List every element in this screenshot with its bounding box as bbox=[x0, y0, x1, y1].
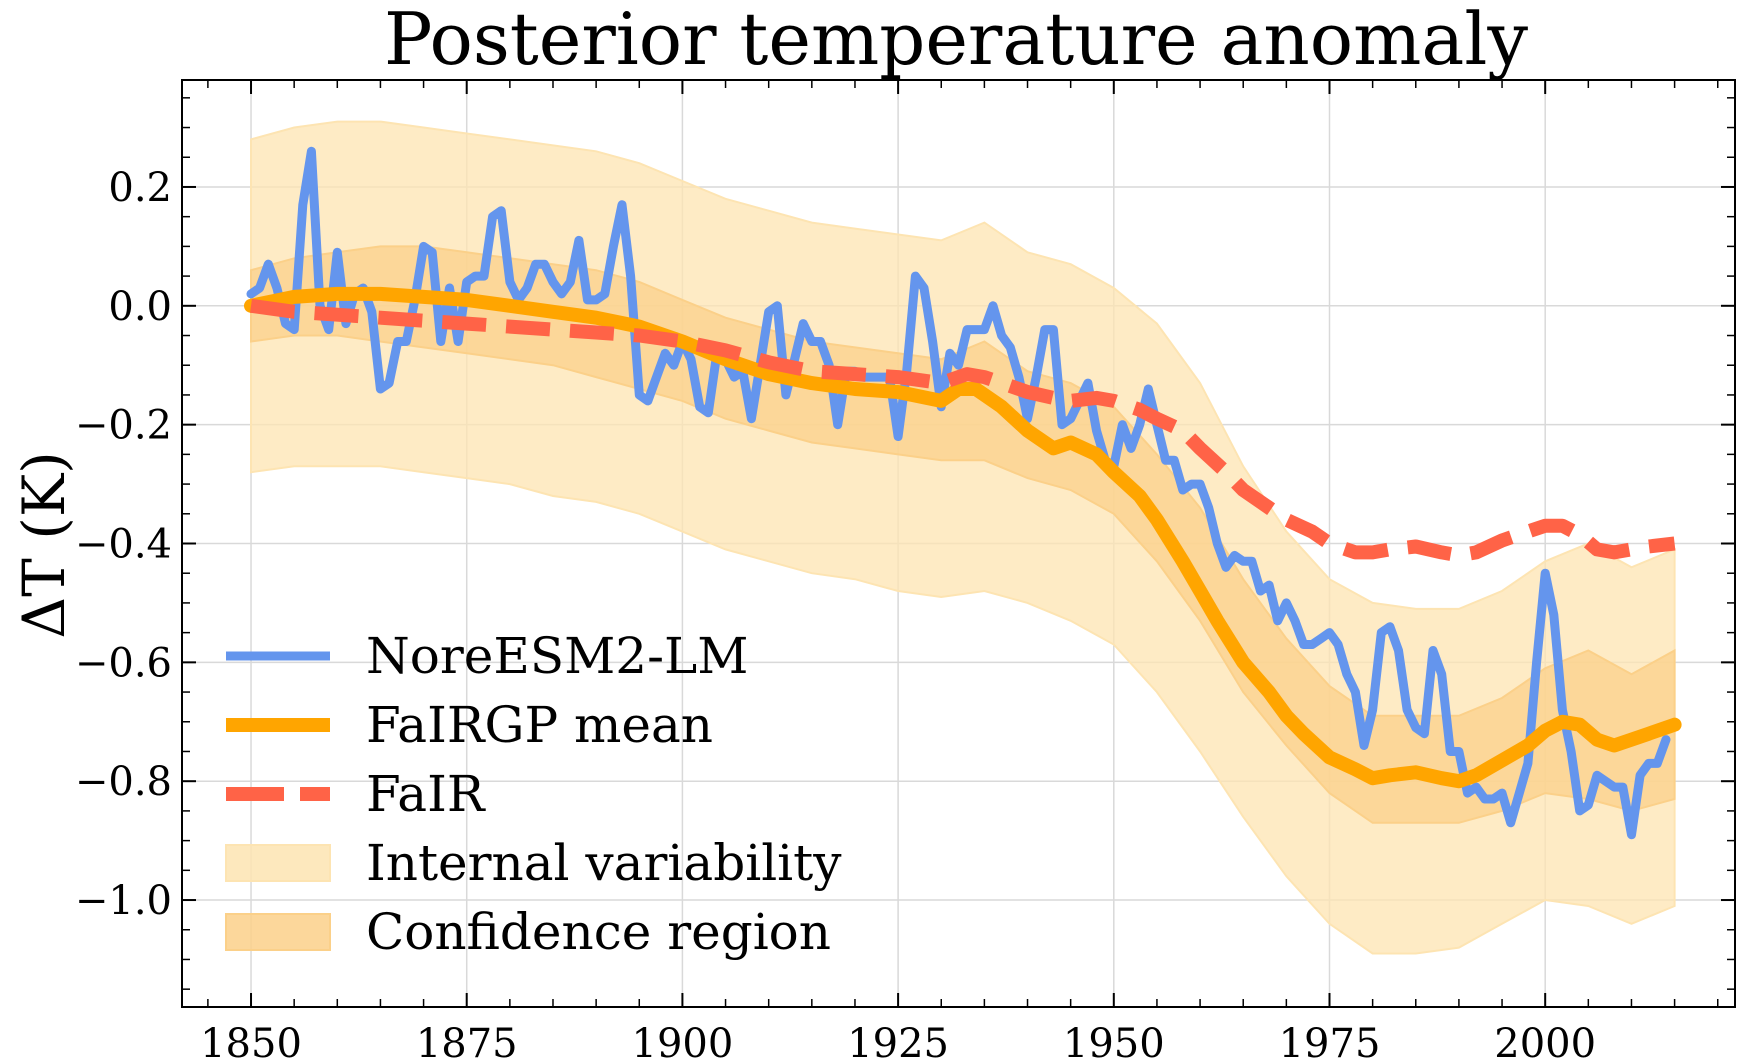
y-axis-label: ΔT (K) bbox=[10, 451, 78, 639]
legend-internal-variability-label: Internal variability bbox=[366, 834, 842, 892]
legend-noresm-label: NoreESM2-LM bbox=[366, 627, 748, 685]
y-tick-label: −1.0 bbox=[75, 878, 172, 924]
x-tick-label: 2000 bbox=[1494, 1021, 1596, 1063]
legend-fairgp-mean-label: FaIRGP mean bbox=[366, 696, 713, 754]
chart-title: Posterior temperature anomaly bbox=[384, 0, 1528, 81]
y-tick-label: −0.4 bbox=[75, 522, 172, 568]
x-tick-label: 1850 bbox=[200, 1021, 302, 1063]
noresm-line bbox=[246, 146, 1671, 840]
fair-line bbox=[250, 298, 1676, 563]
x-tick-label: 1925 bbox=[847, 1021, 949, 1063]
y-tick-label: −0.2 bbox=[75, 403, 172, 449]
x-tick-label: 1875 bbox=[416, 1021, 518, 1063]
legend-confidence-region-label: Confidence region bbox=[366, 903, 831, 961]
fairgp-mean-line bbox=[244, 286, 1682, 789]
x-tick-label: 1900 bbox=[632, 1021, 734, 1063]
legend: NoreESM2-LM FaIRGP mean FaIR Internal varia… bbox=[225, 627, 842, 961]
legend-fair-label: FaIR bbox=[366, 765, 486, 823]
legend-confidence-region-swatch bbox=[225, 913, 331, 951]
tick-layer: 1850 1875 1900 1925 1950 1975 2000 0.2 0.0 −0.2 −0… bbox=[75, 80, 1735, 1063]
x-tick-label: 1950 bbox=[1063, 1021, 1165, 1063]
y-tick-label: 0.2 bbox=[108, 165, 172, 211]
series-layer bbox=[244, 146, 1682, 840]
x-tick-label: 1975 bbox=[1279, 1021, 1381, 1063]
y-tick-label: −0.6 bbox=[75, 640, 172, 686]
y-tick-label: −0.8 bbox=[75, 759, 172, 805]
y-tick-label: 0.0 bbox=[108, 284, 172, 330]
legend-internal-variability-swatch bbox=[225, 844, 331, 882]
